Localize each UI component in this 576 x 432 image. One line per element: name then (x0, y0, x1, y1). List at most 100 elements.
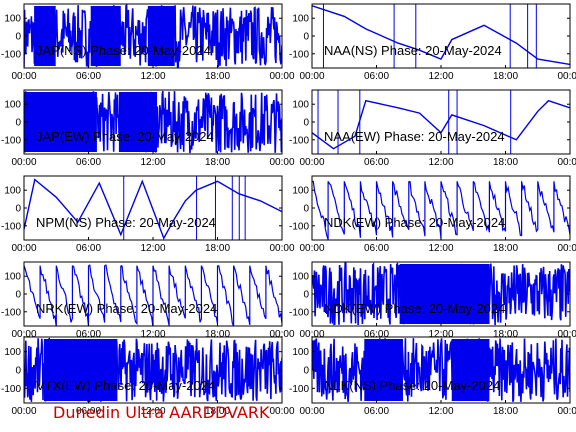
x-tick-label: 18:00 (205, 243, 230, 254)
y-tick-label: 100 (4, 347, 21, 358)
y-tick-label: -100 (1, 221, 21, 232)
y-tick-label: -100 (289, 135, 309, 146)
y-tick-label: 0 (303, 366, 309, 377)
panel-title: JAP(NS) Phase: 20-May-2024 (36, 43, 211, 58)
x-tick-label: 18:00 (205, 406, 230, 417)
x-tick-label: 06:00 (364, 406, 389, 417)
series-block (84, 339, 114, 401)
x-tick-label: 18:00 (205, 157, 230, 168)
x-tick-label: 06:00 (364, 243, 389, 254)
series-block (118, 92, 158, 152)
x-tick-label: 18:00 (493, 71, 518, 82)
x-tick-label: 00:00 (269, 71, 294, 82)
y-tick-label: 0 (303, 118, 309, 129)
x-tick-label: 00:00 (269, 406, 294, 417)
panel-title: NRK(EW) Phase: 20-May-2024 (36, 301, 217, 316)
x-tick-label: 00:00 (269, 243, 294, 254)
panel-title: NPM(NS) Phase: 20-May-2024 (36, 215, 216, 230)
x-tick-label: 12:00 (140, 243, 165, 254)
series-line (312, 337, 570, 403)
y-tick-label: 100 (4, 272, 21, 283)
y-tick-label: -100 (289, 307, 309, 318)
x-tick-label: 06:00 (76, 71, 101, 82)
x-tick-label: 06:00 (76, 243, 101, 254)
chart-panel: 100 0 -100 00:00 06:00 12:00 18:00 00:00 NAA(EW)… (289, 89, 576, 168)
y-tick-label: -100 (1, 135, 21, 146)
x-tick-label: 18:00 (493, 157, 518, 168)
y-tick-label: -100 (1, 49, 21, 60)
x-tick-label: 12:00 (140, 157, 165, 168)
y-tick-label: 100 (4, 186, 21, 197)
chart-panel: 100 0 -100 00:00 06:00 12:00 18:00 00:00 NDK(EW)… (289, 261, 576, 340)
x-tick-label: 00:00 (269, 329, 294, 340)
footer-caption: Dunedin Ultra AARDDVARK (53, 403, 270, 422)
series-line (312, 180, 570, 240)
x-tick-label: 12:00 (140, 71, 165, 82)
y-tick-label: -100 (289, 49, 309, 60)
y-tick-label: 100 (4, 100, 21, 111)
x-tick-label: 06:00 (76, 157, 101, 168)
y-tick-label: 100 (292, 272, 309, 283)
panel-title: NAA(EW) Phase: 20-May-2024 (324, 129, 505, 144)
y-tick-label: 0 (15, 32, 21, 43)
x-tick-label: 00:00 (557, 243, 576, 254)
x-tick-label: 12:00 (140, 406, 165, 417)
x-tick-label: 00:00 (11, 71, 36, 82)
x-tick-label: 12:00 (428, 329, 453, 340)
y-tick-label: 100 (292, 14, 309, 25)
y-tick-label: 100 (292, 347, 309, 358)
y-tick-label: 0 (303, 290, 309, 301)
series-line (24, 264, 282, 326)
panel-title: NLK(NS) Phase: 20-May-2024 (324, 378, 500, 393)
y-tick-label: 100 (292, 100, 309, 111)
x-tick-label: 00:00 (11, 243, 36, 254)
y-tick-label: 0 (15, 204, 21, 215)
chart-panel: 100 0 -100 00:00 06:00 12:00 18:00 00:00 VTX(EW)… (1, 336, 295, 417)
chart-panel: 100 0 -100 00:00 06:00 12:00 18:00 00:00 NDK(EW)… (289, 175, 576, 254)
y-tick-label: 100 (4, 14, 21, 25)
chart-panel: 100 0 -100 00:00 06:00 12:00 18:00 00:00 JAP(EW)… (1, 89, 295, 168)
x-tick-label: 12:00 (428, 406, 453, 417)
x-tick-label: 18:00 (205, 329, 230, 340)
series-block (399, 264, 462, 324)
x-tick-label: 00:00 (557, 329, 576, 340)
x-tick-label: 00:00 (11, 406, 36, 417)
series-block (54, 92, 97, 152)
y-tick-label: 0 (15, 118, 21, 129)
x-tick-label: 06:00 (364, 157, 389, 168)
x-tick-label: 00:00 (557, 406, 576, 417)
panel-title: NAA(NS) Phase: 20-May-2024 (324, 43, 502, 58)
x-tick-label: 00:00 (299, 157, 324, 168)
x-tick-label: 12:00 (428, 157, 453, 168)
x-tick-label: 06:00 (76, 329, 101, 340)
panel-title: JAP(EW) Phase: 20-May-2024 (36, 129, 214, 144)
series-block (451, 339, 490, 401)
series-block (34, 6, 56, 66)
x-tick-label: 06:00 (76, 406, 101, 417)
panel-title: VTX(EW) Phase: 20-May-2024 (36, 378, 215, 393)
x-tick-label: 00:00 (299, 329, 324, 340)
panel-title: NDK(EW) Phase: 20-May-2024 (324, 215, 505, 230)
x-tick-label: 00:00 (299, 243, 324, 254)
x-tick-label: 18:00 (493, 406, 518, 417)
x-tick-label: 00:00 (557, 71, 576, 82)
chart-panel: 100 0 -100 00:00 06:00 12:00 18:00 00:00 NLK(NS)… (289, 336, 576, 417)
x-tick-label: 00:00 (299, 406, 324, 417)
y-tick-label: 0 (15, 366, 21, 377)
y-tick-label: -100 (289, 384, 309, 395)
x-tick-label: 12:00 (140, 329, 165, 340)
y-tick-label: 0 (15, 290, 21, 301)
y-tick-label: -100 (1, 384, 21, 395)
x-tick-label: 00:00 (557, 157, 576, 168)
plot-frame (311, 89, 571, 155)
series-line (312, 99, 570, 150)
series-line (312, 5, 570, 66)
x-tick-label: 06:00 (364, 71, 389, 82)
x-tick-label: 12:00 (428, 71, 453, 82)
series-block (90, 6, 121, 66)
panel-title: NDK(EW) Phase: 20-May-2024 (324, 301, 505, 316)
y-tick-label: 100 (292, 186, 309, 197)
x-tick-label: 00:00 (299, 71, 324, 82)
chart-panel: 100 0 -100 00:00 06:00 12:00 18:00 00:00 NAA(NS)… (289, 3, 576, 82)
